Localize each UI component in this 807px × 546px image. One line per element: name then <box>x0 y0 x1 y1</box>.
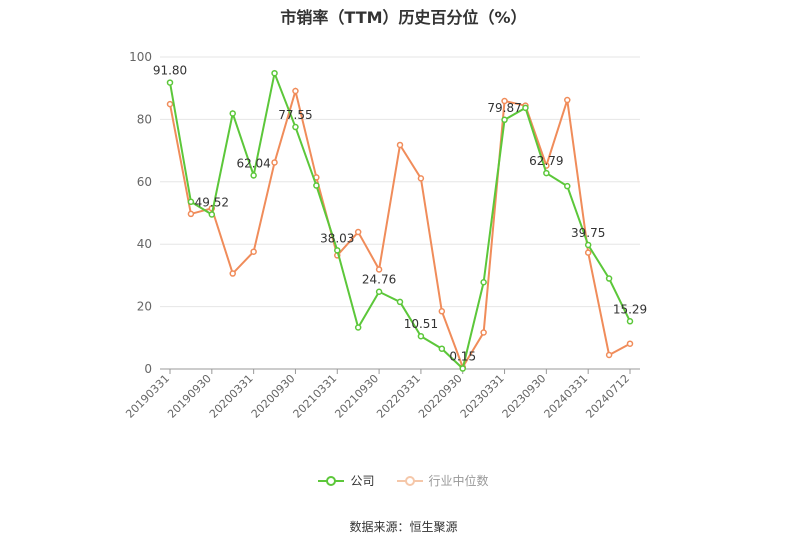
x-tick-label: 20210930 <box>332 372 381 421</box>
data-point <box>459 365 466 372</box>
data-point <box>292 87 299 95</box>
data-label: 15.29 <box>613 302 647 316</box>
data-point <box>543 169 550 177</box>
data-point <box>438 345 446 352</box>
legend-company-swatch-icon <box>318 475 345 486</box>
data-point <box>480 329 487 336</box>
y-tick-label: 0 <box>144 362 152 376</box>
data-point <box>584 249 592 256</box>
data-point <box>250 248 257 255</box>
y-tick-label: 100 <box>129 50 152 64</box>
legend-item-company[interactable]: 公司 <box>318 472 375 489</box>
series-layer <box>166 69 634 372</box>
legend-company-label: 公司 <box>350 474 375 488</box>
legend-industry-swatch-icon <box>396 475 423 486</box>
data-point <box>292 123 299 131</box>
data-point <box>501 116 508 124</box>
data-point <box>166 79 174 86</box>
data-point <box>626 340 634 347</box>
data-point <box>375 266 383 273</box>
data-point <box>564 182 571 190</box>
data-point <box>271 159 278 166</box>
legend: 公司 行业中位数 <box>0 472 807 489</box>
data-point <box>626 318 634 325</box>
legend-item-industry-median[interactable]: 行业中位数 <box>396 472 489 489</box>
data-label: 10.51 <box>404 317 438 331</box>
data-point <box>584 241 592 249</box>
data-point <box>250 172 257 179</box>
data-point <box>271 69 278 77</box>
data-point <box>375 288 383 295</box>
data-point <box>334 247 341 254</box>
data-label: 79.87 <box>487 101 521 115</box>
x-tick-label: 20220331 <box>374 372 423 421</box>
data-point <box>396 298 404 306</box>
x-tick-label: 20240712 <box>583 372 632 421</box>
data-point <box>417 332 425 340</box>
data-point <box>229 110 236 117</box>
data-point <box>354 324 362 331</box>
data-point <box>187 198 195 206</box>
chart-title: 市销率（TTM）历史百分位（%） <box>280 8 527 27</box>
data-point <box>396 141 404 149</box>
y-tick-label: 60 <box>137 175 152 189</box>
data-label: 0.15 <box>449 350 476 364</box>
data-point <box>354 228 362 236</box>
data-point <box>605 275 613 282</box>
data-label-layer: 91.80 49.52 62.04 77.55 38.03 24.76 10.51 0.15 7… <box>153 64 647 364</box>
axis-layer: 0 20 40 60 80 100 2019033120190930202003312020… <box>123 50 632 421</box>
data-point <box>605 351 613 359</box>
data-label: 62.79 <box>529 154 563 168</box>
data-point <box>417 175 425 182</box>
data-label: 24.76 <box>362 273 396 287</box>
data-label: 49.52 <box>195 195 229 209</box>
y-tick-label: 40 <box>137 237 152 251</box>
legend-industry-label: 行业中位数 <box>428 474 489 488</box>
source-note: 数据来源：恒生聚源 <box>349 520 458 534</box>
x-tick-label: 20210331 <box>291 372 340 421</box>
data-label: 91.80 <box>153 64 187 78</box>
data-label: 77.55 <box>278 108 312 122</box>
data-point <box>208 211 216 218</box>
x-tick-label: 20200930 <box>249 372 298 421</box>
x-tick-label: 20190331 <box>123 372 172 421</box>
data-point <box>166 100 174 108</box>
data-point <box>438 308 446 315</box>
x-tick-label: 20190930 <box>165 372 214 421</box>
data-point <box>501 97 508 105</box>
data-point <box>564 96 571 104</box>
data-point <box>313 182 320 189</box>
data-point <box>187 210 195 218</box>
data-label: 62.04 <box>236 156 270 170</box>
x-tick-label: 20230930 <box>500 372 549 421</box>
data-point <box>522 104 529 112</box>
x-tick-label: 20230331 <box>458 372 507 421</box>
y-tick-label: 20 <box>137 300 152 314</box>
data-point <box>229 270 236 277</box>
x-tick-label: 20200331 <box>207 372 256 421</box>
x-tick-label: 20220930 <box>416 372 465 421</box>
data-point <box>480 279 487 286</box>
data-label: 38.03 <box>320 231 354 245</box>
y-tick-label: 80 <box>137 112 152 126</box>
data-label: 39.75 <box>571 226 605 240</box>
x-tick-label: 20240331 <box>542 372 591 421</box>
